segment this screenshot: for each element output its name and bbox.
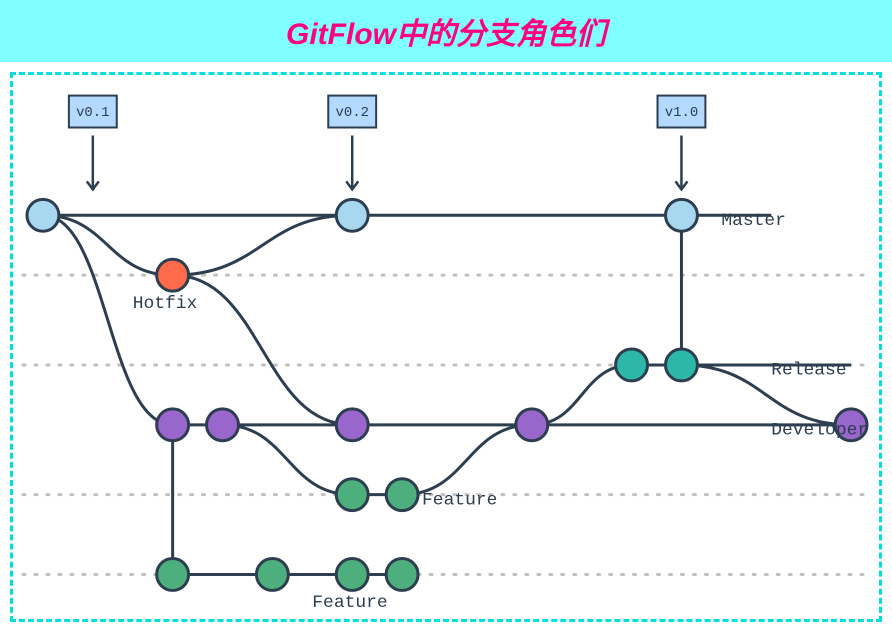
branch-label-master: Master: [721, 211, 786, 231]
commit-node-d4: [516, 409, 548, 441]
version-tag-label: v0.1: [76, 105, 110, 121]
commit-node-r2: [665, 349, 697, 381]
edge: [402, 425, 532, 495]
commit-node-f1b: [386, 479, 418, 511]
commit-node-r1: [616, 349, 648, 381]
diagram-wrapper: v0.1 v0.2 v1.0 Master Hotfix Release Developer…: [10, 72, 882, 622]
edge: [173, 275, 353, 425]
commit-node-f2a: [157, 559, 189, 591]
commit-node-f2d: [386, 559, 418, 591]
commit-node-d3: [336, 409, 368, 441]
page-title: GitFlow中的分支角色们: [286, 9, 606, 53]
edge: [223, 425, 353, 495]
nodes-group: [27, 199, 867, 590]
version-tag-label: v0.2: [335, 105, 369, 121]
commit-node-f1a: [336, 479, 368, 511]
edge: [173, 215, 353, 275]
commit-node-m2: [336, 199, 368, 231]
branch-label-release: Release: [771, 361, 846, 381]
title-bar: GitFlow中的分支角色们: [0, 0, 892, 62]
branch-label-hotfix: Hotfix: [133, 294, 198, 314]
commit-node-d1: [157, 409, 189, 441]
branch-label-feature1: Feature: [422, 490, 497, 510]
branch-label-developer: Developer: [771, 421, 868, 441]
commit-node-f2c: [336, 559, 368, 591]
branch-label-feature2: Feature: [312, 593, 387, 613]
commit-node-h1: [157, 259, 189, 291]
commit-node-m3: [665, 199, 697, 231]
commit-node-f2b: [256, 559, 288, 591]
version-tag-label: v1.0: [665, 105, 699, 121]
commit-node-m1: [27, 199, 59, 231]
gitflow-diagram: v0.1 v0.2 v1.0 Master Hotfix Release Developer…: [13, 75, 879, 619]
commit-node-d2: [207, 409, 239, 441]
